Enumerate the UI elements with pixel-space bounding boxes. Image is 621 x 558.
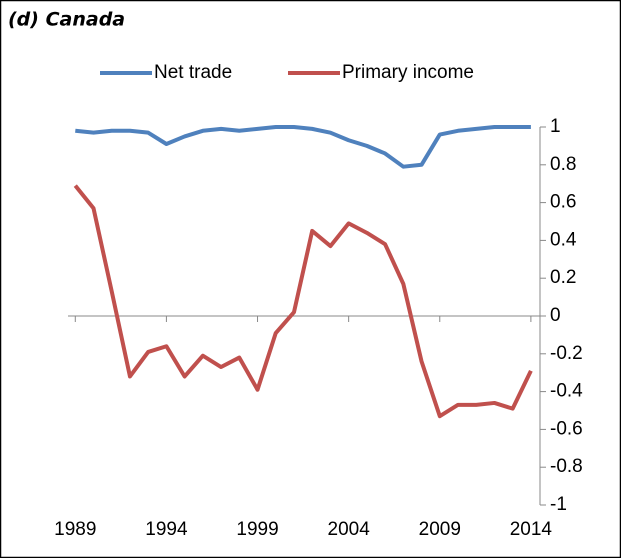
x-tick-label: 2014	[510, 519, 553, 540]
line	[75, 125, 531, 169]
line	[73, 184, 533, 419]
x-tick-label: 1999	[236, 519, 278, 540]
chart-title: (d) Canada	[8, 9, 125, 31]
y-tick-label: -0.4	[550, 381, 583, 402]
y-tick-label: 0.6	[550, 192, 576, 213]
y-tick-label: 0.4	[550, 229, 577, 250]
legend-label: Primary income	[342, 62, 474, 83]
y-tick-label: -1	[550, 494, 567, 515]
y-tick-label: -0.8	[550, 456, 583, 477]
x-tick-label: 1994	[145, 519, 188, 540]
y-tick-label: 1	[550, 116, 561, 137]
y-tick-label: 0.8	[550, 154, 576, 175]
legend-label: Net trade	[154, 62, 232, 83]
x-tick-label: 2004	[328, 519, 371, 540]
y-tick-label: -0.6	[550, 418, 583, 439]
y-tick-label: 0	[550, 305, 561, 326]
y-tick-label: -0.2	[550, 343, 583, 364]
x-tick-label: 1989	[54, 519, 96, 540]
y-tick-label: 0.2	[550, 267, 576, 288]
x-tick-label: 2009	[419, 519, 461, 540]
